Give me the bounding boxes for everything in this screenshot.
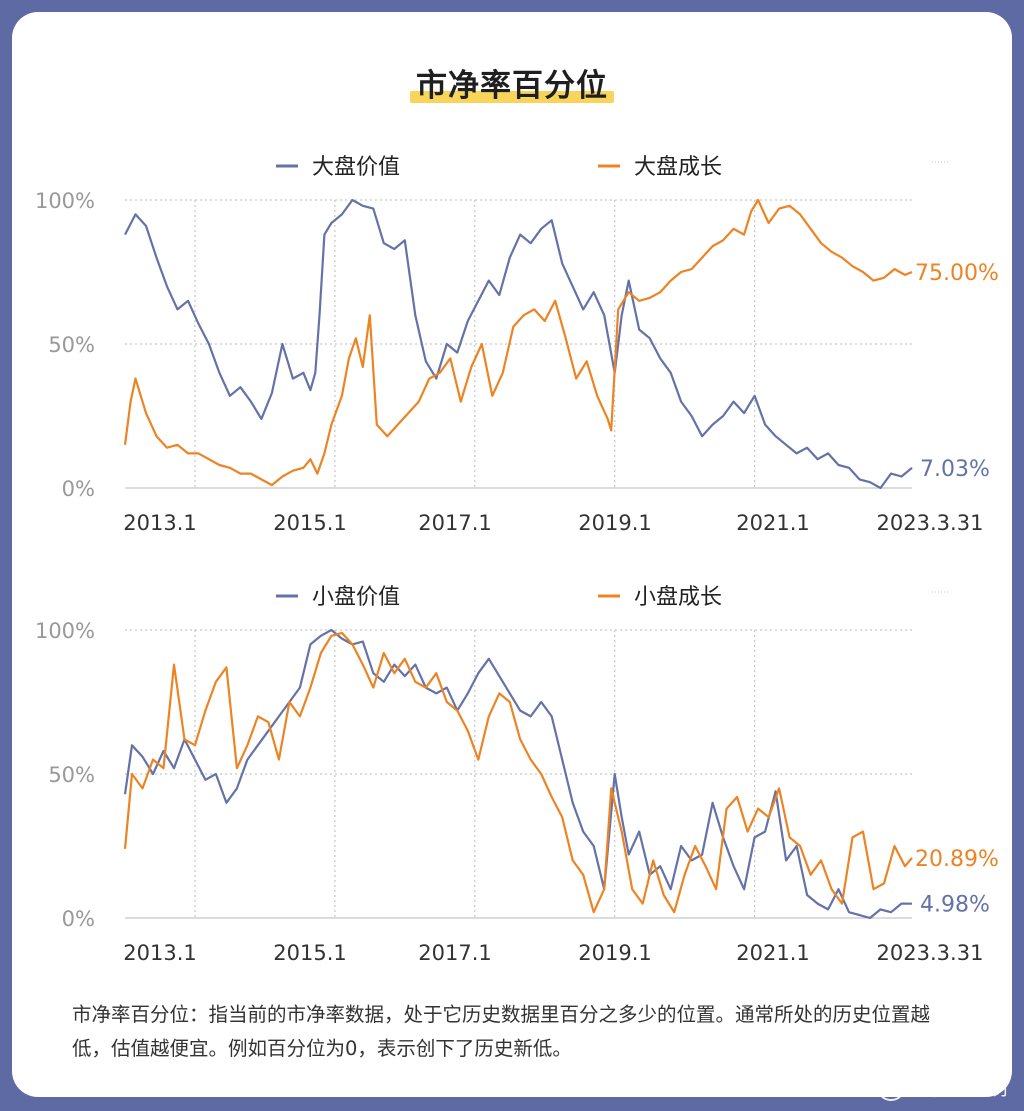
- y-tick-label: 100%: [35, 619, 95, 643]
- title-highlight: [410, 91, 614, 103]
- x-tick-label: 2015.1: [273, 941, 346, 965]
- end-value-label: 7.03%: [920, 457, 990, 482]
- series-line-1: [123, 198, 913, 487]
- y-tick-label: 0%: [62, 477, 95, 501]
- x-tick-label: 2021.1: [736, 511, 809, 535]
- legend-label: 大盘价值: [312, 155, 400, 180]
- end-value-label: 4.98%: [920, 893, 990, 918]
- watermark-text: 银行螺丝钉: [910, 1076, 1010, 1100]
- title-text: 市净率百分位: [416, 68, 608, 104]
- x-tick-label: 2023.3.31: [877, 941, 984, 965]
- chart-large-cap: 0% 50% 100% 2013.1 2015.1 2017.1 2019.1 2021.1 2…: [35, 155, 999, 535]
- legend-label: 小盘价值: [312, 585, 400, 610]
- x-tick-label: 2015.1: [273, 511, 346, 535]
- x-tick-label: 2013.1: [123, 941, 196, 965]
- series-line-0: [124, 198, 913, 490]
- end-value-label: 75.00%: [915, 261, 999, 286]
- x-tick-label: 2023.3.31: [877, 511, 984, 535]
- chart-small-cap: 0% 50% 100% 2013.1 2015.1 2017.1 2019.1 2021.1 2…: [35, 585, 999, 965]
- title-wrap: 市净率百分位: [0, 60, 1024, 105]
- x-tick-label: 2017.1: [418, 941, 491, 965]
- x-tick-label: 2019.1: [578, 511, 651, 535]
- watermark: ◉ 银行螺丝钉: [878, 1072, 1010, 1101]
- y-tick-label: 100%: [35, 189, 95, 213]
- y-tick-label: 0%: [62, 907, 95, 931]
- x-tick-label: 2017.1: [418, 511, 491, 535]
- x-tick-label: 2013.1: [123, 511, 196, 535]
- legend-label: 小盘成长: [634, 585, 722, 610]
- legend-label: 大盘成长: [634, 155, 722, 180]
- series-line-0: [123, 628, 913, 920]
- weibo-icon: ◉: [878, 1078, 904, 1101]
- y-tick-label: 50%: [48, 333, 95, 357]
- chart-card: [12, 12, 1012, 1097]
- x-tick-label: 2019.1: [578, 941, 651, 965]
- end-value-label: 20.89%: [915, 847, 999, 872]
- page-title: 市净率百分位: [410, 60, 614, 105]
- y-tick-label: 50%: [48, 763, 95, 787]
- footnote: 市净率百分位：指当前的市净率数据，处于它历史数据里百分之多少的位置。通常所处的历…: [72, 1003, 931, 1060]
- x-tick-label: 2021.1: [736, 941, 809, 965]
- series-line-1: [123, 631, 913, 914]
